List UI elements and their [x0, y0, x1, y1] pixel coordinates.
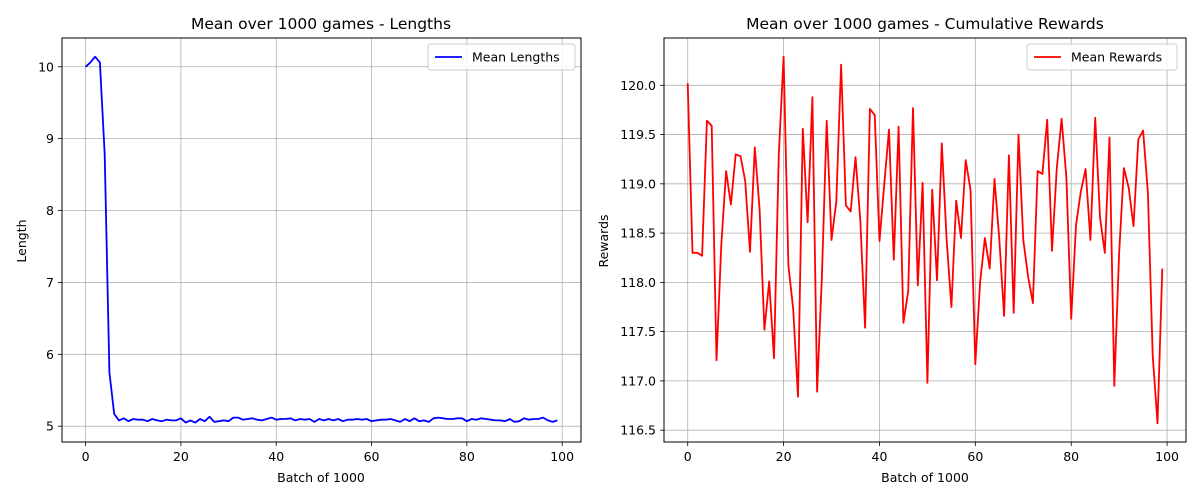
y-tick-label: 120.0	[620, 78, 656, 93]
x-tick-label: 0	[82, 449, 90, 464]
rewards-chart: Mean over 1000 games - Cumulative Reward…	[596, 15, 1187, 485]
y-tick-label: 5	[46, 419, 54, 434]
x-tick-label: 80	[459, 449, 475, 464]
y-tick-label: 8	[46, 203, 54, 218]
y-tick-label: 9	[46, 131, 54, 146]
legend-label: Mean Lengths	[472, 50, 560, 65]
series-line-mean-rewards	[686, 55, 1164, 425]
y-axis-label: Rewards	[596, 214, 611, 267]
chart-title: Mean over 1000 games - Cumulative Reward…	[746, 15, 1104, 33]
y-tick-label: 116.5	[620, 423, 656, 438]
y-tick-label: 7	[46, 275, 54, 290]
legend-label: Mean Rewards	[1071, 50, 1162, 65]
y-tick-label: 10	[38, 59, 54, 74]
y-tick-label: 119.0	[620, 176, 656, 191]
y-tick-label: 6	[46, 347, 54, 362]
plot-frame	[61, 37, 582, 443]
x-tick-label: 60	[364, 449, 380, 464]
x-tick-label: 40	[268, 449, 284, 464]
legend: Mean Lengths	[427, 43, 576, 71]
y-tick-label: 119.5	[620, 127, 656, 142]
x-tick-label: 80	[1063, 449, 1079, 464]
x-tick-label: 20	[173, 449, 189, 464]
x-tick-label: 100	[1155, 449, 1179, 464]
x-tick-label: 100	[550, 449, 574, 464]
legend-box	[427, 43, 576, 71]
lengths-chart: Mean over 1000 games - Lengths 0 20 40 60 80…	[14, 15, 582, 485]
plot-frame	[663, 37, 1187, 443]
x-tick-label: 60	[967, 449, 983, 464]
y-tick-label: 117.5	[620, 324, 656, 339]
y-tick-label: 118.5	[620, 226, 656, 241]
series-line-mean-lengths	[84, 55, 558, 424]
y-tick-label: 118.0	[620, 275, 656, 290]
legend: Mean Rewards	[1026, 43, 1178, 71]
axis-ticks: 0 20 40 60 80 100 116.5 117.0 117.5 118.0 118.5 119…	[620, 78, 1179, 464]
y-tick-label: 117.0	[620, 373, 656, 388]
axis-ticks: 0 20 40 60 80 100 5 6 7 8 9 10	[38, 59, 574, 464]
x-axis-label: Batch of 1000	[277, 470, 365, 485]
chart-title: Mean over 1000 games - Lengths	[191, 15, 451, 33]
x-tick-label: 20	[776, 449, 792, 464]
y-axis-label: Length	[14, 219, 29, 262]
x-tick-label: 40	[872, 449, 888, 464]
legend-box	[1026, 43, 1178, 71]
x-tick-label: 0	[684, 449, 692, 464]
x-axis-label: Batch of 1000	[881, 470, 969, 485]
